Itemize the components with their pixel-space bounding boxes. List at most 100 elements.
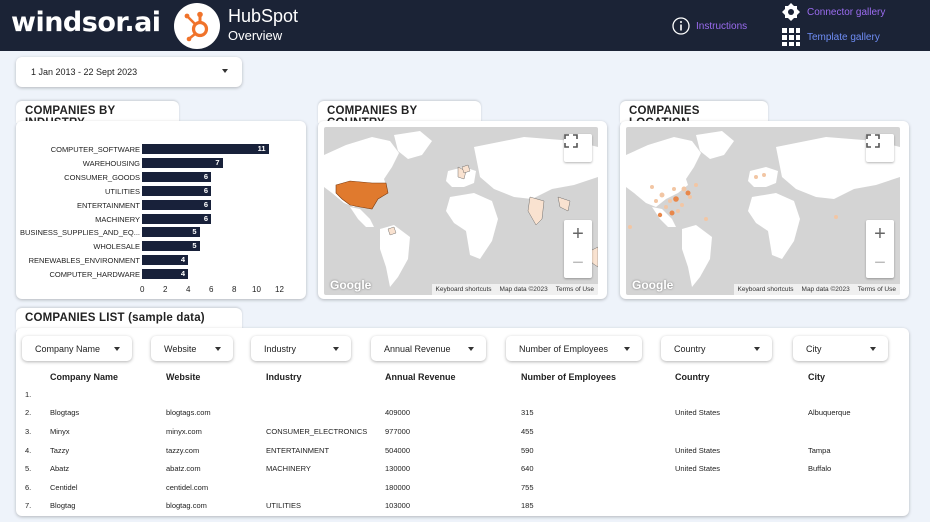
x-tick-label: 8 bbox=[232, 285, 237, 294]
row-number: 2. bbox=[25, 408, 32, 417]
keyboard-shortcuts-link[interactable]: Keyboard shortcuts bbox=[435, 286, 492, 293]
column-header-company-name[interactable]: Company Name bbox=[50, 372, 119, 382]
website-cell: centidel.com bbox=[166, 483, 209, 492]
bar-label: WHOLESALE bbox=[93, 242, 140, 252]
x-tick-label: 6 bbox=[209, 285, 214, 294]
hubspot-logo-icon bbox=[174, 3, 220, 49]
country-cell: United States bbox=[675, 464, 721, 473]
chevron-down-icon bbox=[114, 347, 120, 351]
x-tick-label: 2 bbox=[163, 285, 168, 294]
bar-label: MACHINERY bbox=[95, 214, 140, 224]
row-number: 1. bbox=[25, 390, 32, 399]
company-name-cell: Blogtags bbox=[50, 408, 80, 417]
country-map-panel: + − Google Keyboard shortcuts Map data ©… bbox=[318, 121, 607, 299]
fullscreen-button[interactable] bbox=[866, 134, 894, 162]
company-name-cell: Blogtag bbox=[50, 501, 76, 510]
map-attribution: Keyboard shortcuts Map data ©2023 Terms … bbox=[431, 284, 598, 295]
zoom-out-button[interactable]: − bbox=[874, 252, 886, 274]
column-header-annual-revenue[interactable]: Annual Revenue bbox=[385, 372, 456, 382]
column-header-city[interactable]: City bbox=[808, 372, 826, 382]
bar[interactable]: 5 bbox=[142, 241, 200, 252]
column-header-employees[interactable]: Number of Employees bbox=[521, 372, 617, 382]
country-map[interactable]: + − Google Keyboard shortcuts Map data ©… bbox=[324, 127, 598, 295]
list-panel-title: COMPANIES LIST (sample data) bbox=[16, 308, 242, 330]
employees-cell: 455 bbox=[521, 427, 534, 436]
filter-website[interactable]: Website bbox=[151, 336, 233, 361]
revenue-cell: 103000 bbox=[385, 501, 411, 510]
connector-gallery-label: Connector gallery bbox=[807, 6, 886, 18]
filter-annual-revenue[interactable]: Annual Revenue bbox=[371, 336, 486, 361]
bar[interactable]: 6 bbox=[142, 213, 211, 224]
filter-label: Company Name bbox=[35, 343, 101, 354]
chevron-down-icon bbox=[222, 69, 228, 73]
x-tick-label: 10 bbox=[252, 285, 261, 294]
zoom-in-button[interactable]: + bbox=[572, 223, 584, 245]
filter-number-of-employees[interactable]: Number of Employees bbox=[506, 336, 642, 361]
terms-link[interactable]: Terms of Use bbox=[857, 286, 896, 293]
bar-label: COMPUTER_SOFTWARE bbox=[50, 145, 140, 154]
column-header-country[interactable]: Country bbox=[675, 372, 710, 382]
bar[interactable]: 5 bbox=[142, 227, 200, 238]
bar-label: BUSINESS_SUPPLIES_AND_EQ... bbox=[19, 228, 140, 238]
bar-value-label: 7 bbox=[215, 157, 220, 167]
x-tick-label: 0 bbox=[140, 285, 145, 294]
company-name-cell: Abatz bbox=[50, 464, 70, 473]
city-cell: Tampa bbox=[808, 446, 831, 455]
company-name-cell: Centidel bbox=[50, 483, 78, 492]
chevron-down-icon bbox=[754, 347, 760, 351]
connector-gallery-link[interactable]: Connector gallery bbox=[781, 2, 885, 22]
info-icon bbox=[672, 17, 690, 35]
bar[interactable]: 4 bbox=[142, 255, 188, 266]
zoom-in-button[interactable]: + bbox=[874, 223, 886, 245]
revenue-cell: 977000 bbox=[385, 427, 411, 436]
company-name-cell: Tazzy bbox=[50, 446, 70, 455]
filter-company-name[interactable]: Company Name bbox=[22, 336, 132, 361]
template-gallery-link[interactable]: Template gallery bbox=[781, 27, 880, 47]
employees-cell: 755 bbox=[521, 483, 534, 492]
bar[interactable]: 7 bbox=[142, 157, 223, 168]
date-range-value: 1 Jan 2013 - 22 Sept 2023 bbox=[31, 67, 138, 77]
industry-cell: CONSUMER_ELECTRONICS bbox=[266, 427, 368, 436]
filter-label: Number of Employees bbox=[519, 343, 609, 354]
zoom-out-button[interactable]: − bbox=[572, 252, 584, 274]
employees-cell: 315 bbox=[521, 408, 534, 417]
date-range-select[interactable]: 1 Jan 2013 - 22 Sept 2023 bbox=[16, 57, 242, 87]
filter-city[interactable]: City bbox=[793, 336, 888, 361]
bar-label: RENEWABLES_ENVIRONMENT bbox=[28, 256, 140, 266]
bar[interactable]: 6 bbox=[142, 171, 211, 182]
filter-country[interactable]: Country bbox=[661, 336, 772, 361]
row-number: 6. bbox=[25, 483, 32, 492]
zoom-controls: + − bbox=[564, 220, 592, 278]
instructions-label: Instructions bbox=[696, 20, 748, 32]
revenue-cell: 409000 bbox=[385, 408, 411, 417]
bar-label: CONSUMER_GOODS bbox=[64, 172, 140, 182]
chevron-down-icon bbox=[870, 347, 876, 351]
filter-label: Country bbox=[674, 343, 706, 354]
employees-cell: 590 bbox=[521, 446, 534, 455]
keyboard-shortcuts-link[interactable]: Keyboard shortcuts bbox=[737, 286, 794, 293]
chevron-down-icon bbox=[215, 347, 221, 351]
terms-link[interactable]: Terms of Use bbox=[555, 286, 594, 293]
fullscreen-icon bbox=[866, 134, 880, 148]
column-header-industry[interactable]: Industry bbox=[266, 372, 302, 382]
fullscreen-button[interactable] bbox=[564, 134, 592, 162]
map-data-label: Map data ©2023 bbox=[801, 286, 850, 293]
row-number: 4. bbox=[25, 446, 32, 455]
map-data-label: Map data ©2023 bbox=[499, 286, 548, 293]
bar[interactable]: 11 bbox=[142, 144, 269, 154]
city-cell: Albuquerque bbox=[808, 408, 851, 417]
bar[interactable]: 4 bbox=[142, 269, 188, 280]
grid-icon bbox=[782, 28, 800, 46]
row-number: 7. bbox=[25, 501, 32, 510]
bar[interactable]: 6 bbox=[142, 185, 211, 196]
industry-cell: MACHINERY bbox=[266, 464, 311, 473]
fullscreen-icon bbox=[564, 134, 578, 148]
column-header-website[interactable]: Website bbox=[166, 372, 201, 382]
chevron-down-icon bbox=[624, 347, 630, 351]
location-map[interactable]: + − Google Keyboard shortcuts Map data ©… bbox=[626, 127, 900, 295]
bar-value-label: 4 bbox=[180, 255, 185, 265]
filter-industry[interactable]: Industry bbox=[251, 336, 351, 361]
bar[interactable]: 6 bbox=[142, 199, 211, 210]
instructions-link[interactable]: Instructions bbox=[672, 17, 747, 35]
puzzle-icon bbox=[782, 3, 800, 21]
